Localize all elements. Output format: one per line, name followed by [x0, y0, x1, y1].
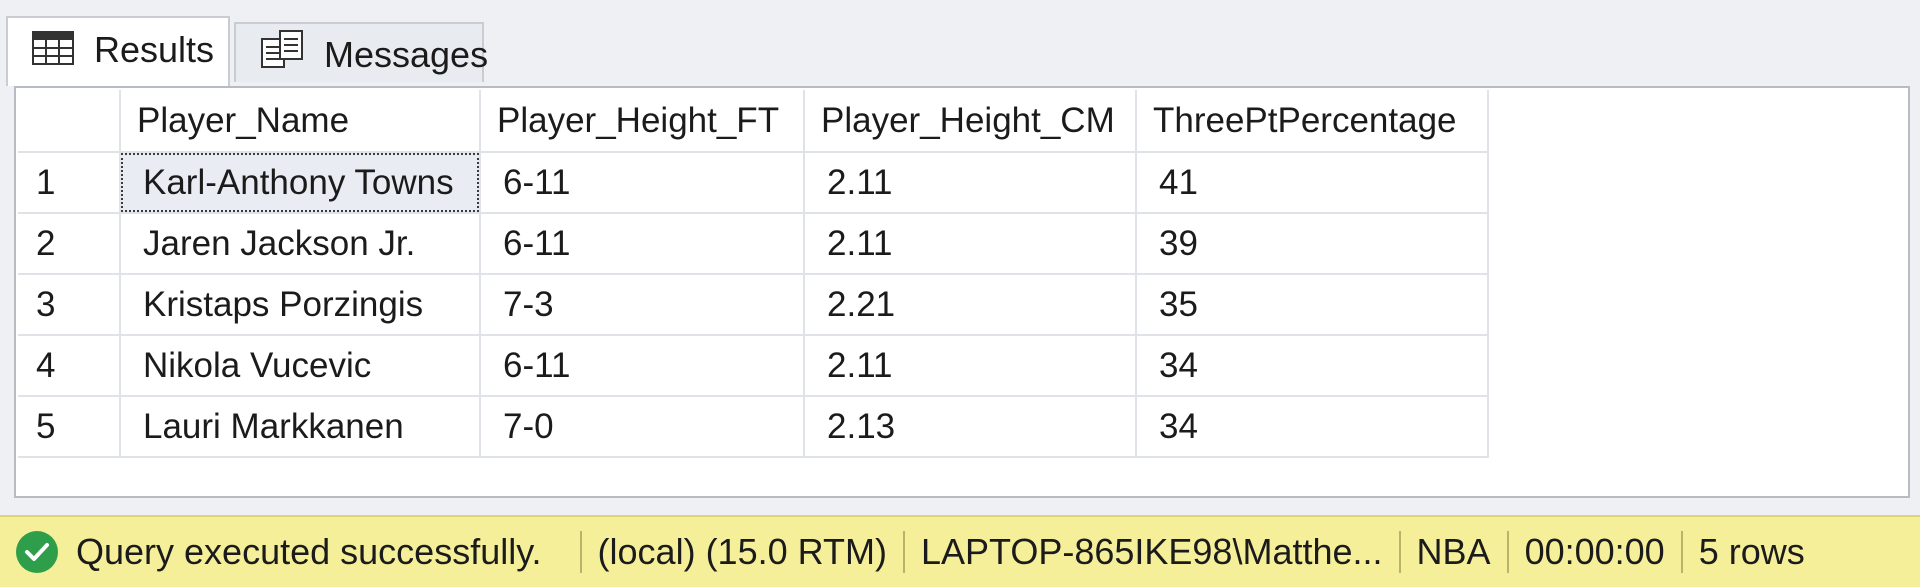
table-row: 3 Kristaps Porzingis 7-3 2.21 35 [18, 274, 1489, 336]
table-cell[interactable]: 2.21 [804, 274, 1137, 336]
results-table: Player_Name Player_Height_FT Player_Heig… [18, 90, 1489, 458]
table-cell[interactable]: Lauri Markkanen [120, 396, 481, 458]
table-row: 5 Lauri Markkanen 7-0 2.13 34 [18, 396, 1489, 458]
table-cell[interactable]: Kristaps Porzingis [120, 274, 481, 336]
row-number-header[interactable] [18, 90, 121, 153]
status-divider [579, 531, 582, 573]
result-tabs: Results Messages [0, 0, 1920, 86]
status-divider [1680, 531, 1683, 573]
table-cell[interactable]: Jaren Jackson Jr. [120, 213, 481, 275]
tab-messages[interactable]: Messages [234, 22, 488, 82]
status-divider [1398, 531, 1401, 573]
status-divider [902, 531, 905, 573]
status-user: LAPTOP-865IKE98\Matthe... [920, 531, 1383, 572]
row-number[interactable]: 1 [18, 152, 121, 214]
grid-icon [32, 30, 74, 74]
table-cell[interactable]: 35 [1136, 274, 1489, 336]
status-elapsed-time: 00:00:00 [1524, 531, 1665, 572]
messages-icon [260, 29, 304, 78]
status-bar: Query executed successfully. (local) (15… [0, 515, 1920, 587]
table-cell[interactable]: 6-11 [480, 335, 805, 397]
tab-results[interactable]: Results [6, 16, 230, 86]
table-row: 2 Jaren Jackson Jr. 6-11 2.11 39 [18, 213, 1489, 275]
table-cell[interactable]: 6-11 [480, 213, 805, 275]
row-number[interactable]: 3 [18, 274, 121, 336]
status-row-count: 5 rows [1698, 531, 1805, 572]
tab-results-label: Results [94, 29, 215, 70]
row-number[interactable]: 2 [18, 213, 121, 275]
table-cell[interactable]: Nikola Vucevic [120, 335, 481, 397]
table-cell[interactable]: 6-11 [480, 152, 805, 214]
table-cell[interactable]: 7-3 [480, 274, 805, 336]
table-cell[interactable]: 34 [1136, 396, 1489, 458]
table-cell[interactable]: 2.11 [804, 335, 1137, 397]
column-header-player-name[interactable]: Player_Name [120, 90, 481, 153]
table-row: 1 Karl-Anthony Towns 6-11 2.11 41 [18, 152, 1489, 214]
column-header-player-height-ft[interactable]: Player_Height_FT [480, 90, 805, 153]
header-row: Player_Name Player_Height_FT Player_Heig… [18, 90, 1489, 153]
table-cell[interactable]: 2.11 [804, 152, 1137, 214]
status-divider [1506, 531, 1509, 573]
success-check-icon [16, 531, 58, 573]
column-header-player-height-cm[interactable]: Player_Height_CM [804, 90, 1137, 153]
table-cell[interactable]: 2.11 [804, 213, 1137, 275]
row-number[interactable]: 5 [18, 396, 121, 458]
table-cell[interactable]: 34 [1136, 335, 1489, 397]
status-message: Query executed successfully. [76, 531, 542, 572]
tab-messages-label: Messages [324, 34, 489, 75]
table-cell[interactable]: 39 [1136, 213, 1489, 275]
table-cell[interactable]: 7-0 [480, 396, 805, 458]
status-server: (local) (15.0 RTM) [597, 531, 887, 572]
results-grid[interactable]: Player_Name Player_Height_FT Player_Heig… [14, 86, 1910, 498]
table-cell[interactable]: Karl-Anthony Towns [120, 152, 481, 214]
row-number[interactable]: 4 [18, 335, 121, 397]
status-message-group: Query executed successfully. [16, 531, 542, 573]
status-database: NBA [1416, 531, 1491, 572]
column-header-three-pt-percentage[interactable]: ThreePtPercentage [1136, 90, 1489, 153]
table-cell[interactable]: 2.13 [804, 396, 1137, 458]
table-row: 4 Nikola Vucevic 6-11 2.11 34 [18, 335, 1489, 397]
table-cell[interactable]: 41 [1136, 152, 1489, 214]
